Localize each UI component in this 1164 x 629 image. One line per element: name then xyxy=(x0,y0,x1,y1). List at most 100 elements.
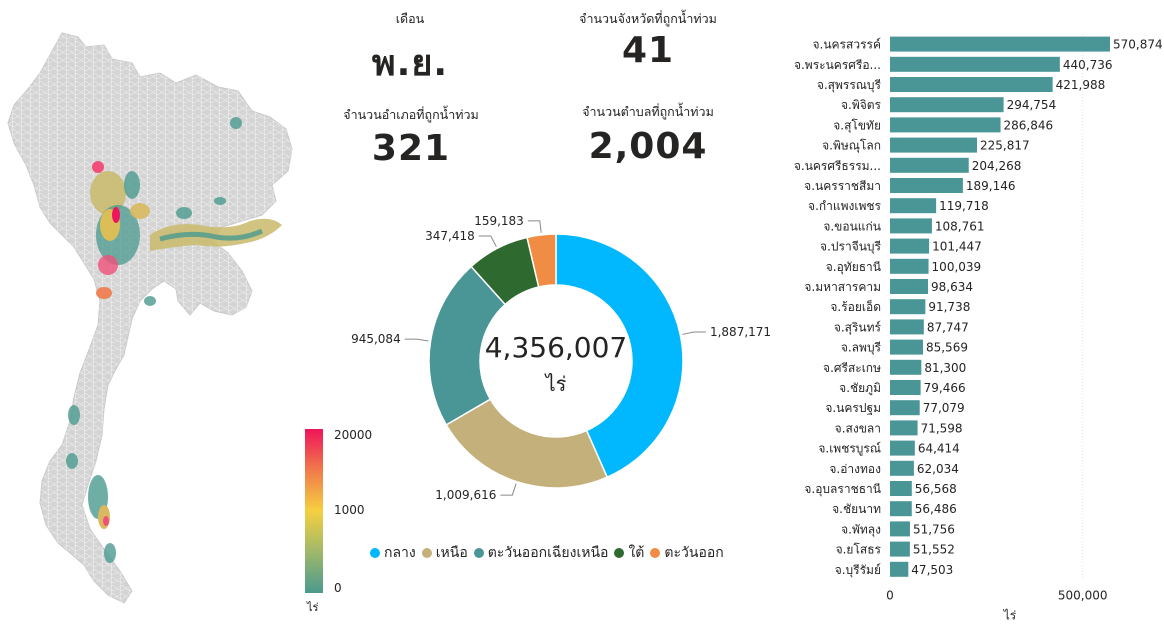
donut-legend-label: ตะวันออก xyxy=(664,545,724,561)
bar-category-label-26: จ.ยโสธร xyxy=(836,543,882,557)
donut-slice-1[interactable] xyxy=(555,233,684,479)
province-bar-chart[interactable]: จ.นครสวรรค์ 570,874 จ.พระนครศรีอ... 440,736… xyxy=(780,28,1164,623)
kpi-subdistricts-label: จำนวนตำบลที่ถูกน้ำท่วม xyxy=(582,104,714,119)
bar-value-label-9: 119,718 xyxy=(939,199,989,213)
bar-3[interactable] xyxy=(890,77,1053,92)
bar-value-label-10: 108,761 xyxy=(935,219,985,233)
map-flood-areas xyxy=(66,117,282,563)
donut-legend: กลาง เหนือ ตะวันออกเฉียงเหนือ ใต้ ตะวันออก xyxy=(370,542,790,564)
bar-1[interactable] xyxy=(890,36,1110,52)
donut-legend-swatch xyxy=(650,548,661,558)
donut-leader-4 xyxy=(478,235,497,247)
donut-slice-label-5: 159,183 xyxy=(474,214,524,228)
bar-14[interactable] xyxy=(890,299,926,315)
bar-value-label-26: 51,552 xyxy=(913,543,955,557)
region-donut-chart[interactable]: 1,887,171 1,009,616 945,084 347,418 159,183 4… xyxy=(300,195,780,515)
bar-24[interactable] xyxy=(890,501,912,517)
bar-7[interactable] xyxy=(890,157,969,173)
kpi-districts-value: 321 xyxy=(371,128,451,169)
bar-22[interactable] xyxy=(890,460,914,476)
bar-13[interactable] xyxy=(890,279,929,294)
bar-value-label-14: 91,738 xyxy=(928,300,970,314)
bar-15[interactable] xyxy=(890,319,924,335)
bar-value-label-7: 204,268 xyxy=(972,159,1022,173)
bar-20[interactable] xyxy=(890,420,918,436)
donut-legend-label: กลาง xyxy=(384,545,416,561)
bar-category-label-19: จ.นครปฐม xyxy=(825,401,881,415)
donut-leader-5 xyxy=(527,220,542,233)
bar-value-label-11: 101,447 xyxy=(932,240,982,254)
bar-category-label-20: จ.สงขลา xyxy=(835,421,881,435)
donut-legend-item-1[interactable]: กลาง xyxy=(370,542,416,564)
donut-legend-swatch xyxy=(614,548,625,558)
bar-category-label-12: จ.อุทัยธานี xyxy=(826,260,881,275)
map-country-shape xyxy=(7,32,293,604)
bar-value-label-4: 294,754 xyxy=(1007,98,1057,112)
bar-value-label-20: 71,598 xyxy=(921,421,963,435)
bar-10[interactable] xyxy=(890,218,932,234)
bar-value-label-12: 100,039 xyxy=(932,260,982,274)
bar-value-label-15: 87,747 xyxy=(927,320,969,334)
bar-value-label-2: 440,736 xyxy=(1063,58,1113,72)
donut-slice-label-3: 945,084 xyxy=(351,332,401,346)
bar-11[interactable] xyxy=(890,238,930,254)
kpi-provinces-value: 41 xyxy=(621,30,675,71)
donut-legend-item-2[interactable]: เหนือ xyxy=(421,542,468,564)
kpi-provinces-label: จำนวนจังหวัดที่ถูกน้ำท่วม xyxy=(579,11,717,26)
bar-5[interactable] xyxy=(890,117,1001,133)
bar-value-label-17: 81,300 xyxy=(924,361,966,375)
donut-slice-label-4: 347,418 xyxy=(425,229,475,243)
bar-value-label-25: 51,756 xyxy=(913,522,955,536)
donut-slice-5[interactable] xyxy=(526,233,557,288)
bar-value-label-24: 56,486 xyxy=(915,502,957,516)
donut-legend-item-5[interactable]: ตะวันออก xyxy=(650,542,724,564)
bar-category-label-4: จ.พิจิตร xyxy=(841,98,882,112)
bar-category-label-24: จ.ชัยนาท xyxy=(832,502,881,516)
bar-value-label-6: 225,817 xyxy=(980,139,1030,153)
legend-unit-label: ไร่ xyxy=(306,601,319,614)
bar-8[interactable] xyxy=(890,178,963,193)
bar-23[interactable] xyxy=(890,481,912,496)
bar-category-label-14: จ.ร้อยเอ็ด xyxy=(830,299,881,314)
bar-27[interactable] xyxy=(890,561,909,577)
bar-category-label-6: จ.พิษณุโลก xyxy=(822,139,881,154)
bar-18[interactable] xyxy=(890,380,921,395)
bar-21[interactable] xyxy=(890,440,915,456)
donut-legend-item-3[interactable]: ตะวันออกเฉียงเหนือ xyxy=(473,542,608,564)
bar-category-label-22: จ.อ่างทอง xyxy=(829,462,881,476)
legend-gradient-bar xyxy=(305,429,323,593)
donut-slice-2[interactable] xyxy=(445,398,609,489)
bar-value-label-1: 570,874 xyxy=(1113,38,1163,52)
bar-6[interactable] xyxy=(890,137,978,153)
legend-min-label: 0 xyxy=(334,581,342,595)
bar-26[interactable] xyxy=(890,541,910,557)
donut-legend-label: เหนือ xyxy=(435,545,468,561)
bar-4[interactable] xyxy=(890,97,1004,113)
bar-category-label-21: จ.เพชรบูรณ์ xyxy=(818,442,881,457)
bar-value-label-21: 64,414 xyxy=(918,442,960,456)
donut-legend-label: ใต้ xyxy=(628,545,645,561)
bar-2[interactable] xyxy=(890,56,1060,72)
donut-leader-1 xyxy=(682,331,706,335)
bar-17[interactable] xyxy=(890,359,922,375)
donut-legend-swatch xyxy=(421,548,432,558)
bar-category-label-23: จ.อุบลราชธานี xyxy=(804,482,881,497)
bar-9[interactable] xyxy=(890,198,937,214)
donut-legend-swatch xyxy=(370,548,380,558)
bar-19[interactable] xyxy=(890,400,920,416)
kpi-month-label: เดือน xyxy=(395,11,425,26)
bar-category-label-25: จ.พัทลุง xyxy=(841,522,881,537)
bar-category-label-9: จ.กำแพงเพชร xyxy=(808,199,882,213)
bar-category-label-13: จ.มหาสารคาม xyxy=(804,280,881,294)
donut-legend-item-4[interactable]: ใต้ xyxy=(614,542,644,564)
bar-category-label-27: จ.บุรีรัมย์ xyxy=(835,563,881,578)
bar-category-label-18: จ.ชัยภูมิ xyxy=(839,381,881,396)
bar-16[interactable] xyxy=(890,339,923,355)
bar-12[interactable] xyxy=(890,258,929,274)
bar-value-label-23: 56,568 xyxy=(915,482,957,496)
bar-25[interactable] xyxy=(890,521,910,537)
legend-max-label: 20000 xyxy=(334,428,372,442)
bar-x-tick-2: 500,000 xyxy=(1058,588,1108,602)
thailand-flood-map[interactable] xyxy=(0,25,300,625)
donut-slice-label-2: 1,009,616 xyxy=(435,488,496,502)
